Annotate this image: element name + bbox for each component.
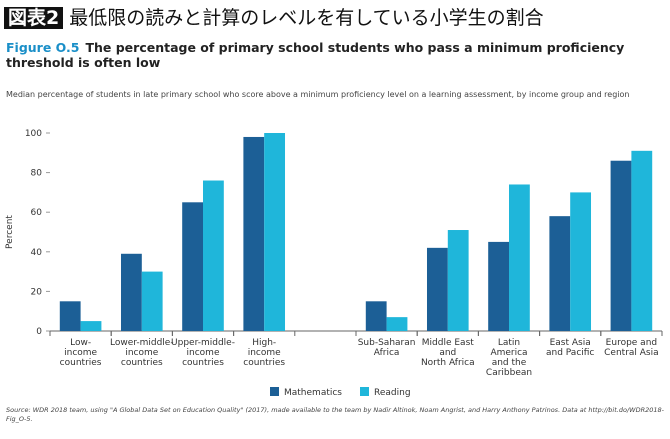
chart-title: The percentage of primary school student… [6,40,625,70]
source-note: Source: WDR 2018 team, using "A Global D… [6,406,664,423]
y-tick-label: 80 [31,169,43,179]
chart: 0 20 40 60 80 100 Percent Low-income countries Lo… [5,129,663,398]
bar [386,317,408,331]
x-tick-label: Europe and Central Asia [604,338,659,358]
y-tick-label: 20 [31,287,43,297]
x-tick-label: Latin America and the Caribbean [486,338,532,378]
bar [509,184,530,331]
figure-label: Figure O.5 [6,40,80,55]
bar [182,202,203,331]
banner-tag: 図表2 [4,7,64,29]
x-tick-label: Sub-Saharan Africa [358,338,416,358]
bar [203,180,224,331]
bar [631,150,653,331]
bar [80,321,102,331]
legend-swatch [270,387,279,396]
banner-title: 最低限の読みと計算のレベルを有している小学生の割合 [69,7,544,29]
bar [447,230,469,331]
x-tick-label: East Asia and Pacific [546,338,594,358]
x-tick-label: High-income countries [243,338,285,368]
bar [141,271,163,331]
y-axis-label: Percent [5,215,15,249]
y-tick-label: 100 [25,129,42,139]
bar [120,253,142,331]
bar [488,241,509,331]
x-tick-label: Low-income countries [60,338,102,368]
bar [570,192,592,331]
x-tick-label: Upper-middle-income countries [171,338,235,368]
bar [59,301,81,331]
legend-label: Mathematics [284,388,342,398]
bar [243,136,265,331]
legend-swatch [360,387,369,396]
bar [426,247,448,331]
legend-label: Reading [374,388,411,398]
banner: 図表2 最低限の読みと計算のレベルを有している小学生の割合 [4,3,544,33]
x-tick-label: Lower-middle-income countries [110,338,174,368]
chart-subtitle: Median percentage of students in late pr… [6,90,630,99]
x-tick-label: Middle East and North Africa [421,338,475,368]
figure-title: Figure O.5 The percentage of primary scho… [6,40,646,70]
y-tick-label: 60 [31,208,43,218]
bar [549,216,571,331]
bar [264,133,286,331]
y-tick-label: 0 [36,327,42,337]
y-tick-label: 40 [31,248,43,258]
bar [365,301,387,331]
bar [610,160,632,331]
